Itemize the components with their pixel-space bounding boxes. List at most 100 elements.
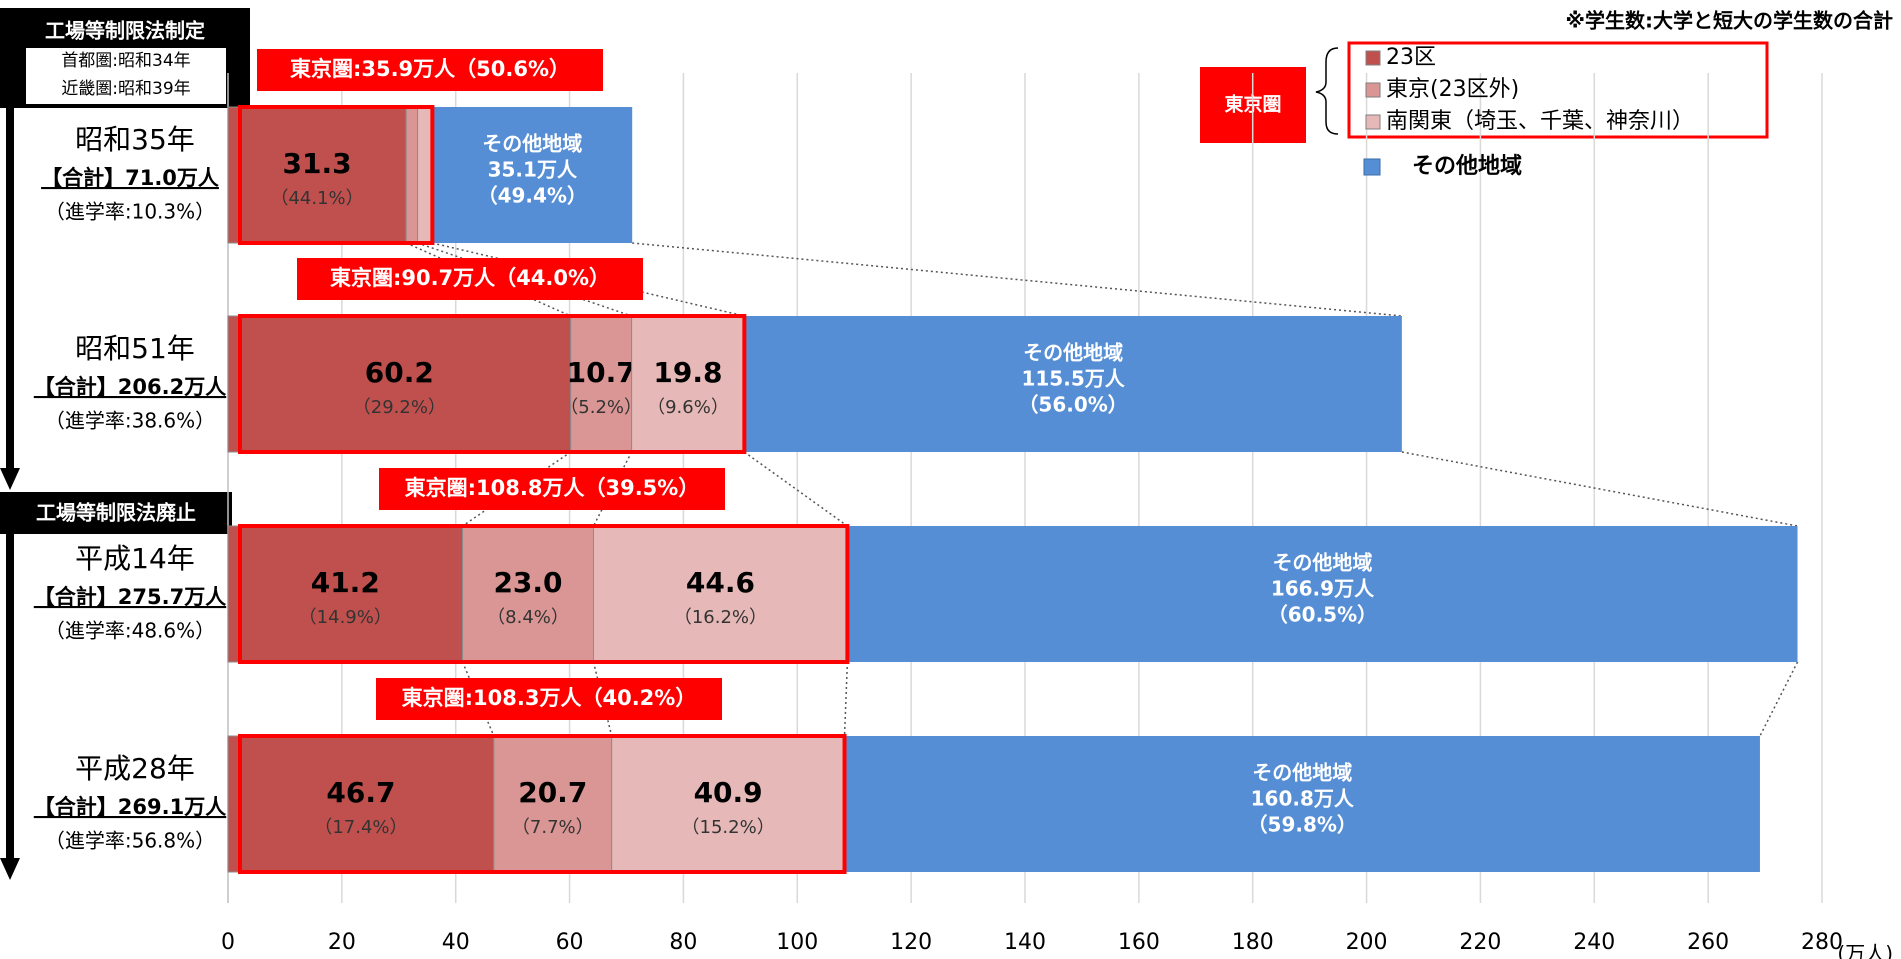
x-tick-label: 40 <box>442 930 470 955</box>
value-label: 44.6 <box>686 566 755 599</box>
connector <box>1401 451 1798 527</box>
x-tick-label: 240 <box>1573 930 1615 955</box>
value-label: 19.8 <box>653 356 722 389</box>
share-label: （15.2%） <box>682 817 775 838</box>
x-tick-label: 200 <box>1346 930 1388 955</box>
unit-label: (万人) <box>1837 942 1893 959</box>
value-label: 60.2 <box>365 356 434 389</box>
category-label: 昭和35年 <box>75 123 195 156</box>
tokyo-outline <box>238 105 435 245</box>
region-label: その他地域 <box>482 132 582 156</box>
total-label: 【合計】269.1万人 <box>34 795 226 819</box>
value-label: 10.7 <box>567 356 636 389</box>
share-label: （5.2%） <box>560 397 642 418</box>
bar-segment <box>227 315 572 453</box>
value-label: 160.8万人 <box>1251 787 1355 811</box>
value-label: 46.7 <box>326 776 395 809</box>
rate-label: （進学率:56.8%） <box>45 829 215 853</box>
share-label: （29.2%） <box>353 397 446 418</box>
note: ※学生数:大学と短大の学生数の合計 <box>1566 9 1893 33</box>
rate-label: （進学率:38.6%） <box>45 409 215 433</box>
category-label: 平成14年 <box>75 542 195 575</box>
category-label: 昭和51年 <box>75 332 195 365</box>
region-label: その他地域 <box>1252 761 1352 785</box>
bar-segment <box>744 316 1402 452</box>
rate-label: （進学率:48.6%） <box>45 619 215 643</box>
x-tick-label: 160 <box>1118 930 1160 955</box>
share-label: （8.4%） <box>487 607 569 628</box>
value-label: 166.9万人 <box>1271 577 1375 601</box>
bar-segment <box>405 106 419 244</box>
x-tick-label: 120 <box>890 930 932 955</box>
total-label: 【合計】206.2万人 <box>34 375 226 399</box>
region-label: その他地域 <box>1023 341 1123 365</box>
share-label: （16.2%） <box>674 607 767 628</box>
annotation: 工場等制限法廃止 <box>36 501 196 525</box>
bar-segment <box>227 735 495 873</box>
annotation: 工場等制限法制定 <box>45 19 205 43</box>
share-label: （44.1%） <box>270 188 363 209</box>
bar-segment <box>417 106 433 244</box>
bar-segment <box>611 735 846 873</box>
legend-label: その他地域 <box>1412 153 1522 179</box>
connector <box>743 451 848 527</box>
legend-swatch <box>1365 50 1381 66</box>
share-label: （17.4%） <box>314 817 407 838</box>
legend-swatch <box>1365 114 1381 130</box>
area-callout <box>257 49 603 91</box>
value-label: 115.5万人 <box>1021 367 1125 391</box>
share-label: （14.9%） <box>299 607 392 628</box>
area-callout <box>297 258 643 300</box>
x-tick-label: 100 <box>776 930 818 955</box>
x-tick-label: 20 <box>328 930 356 955</box>
bar-segment <box>570 315 633 453</box>
tokyo-outline <box>238 314 747 454</box>
connector <box>1759 661 1799 737</box>
legend-label: 南関東（埼玉、千葉、神奈川） <box>1386 109 1694 134</box>
area-label: 東京圏:108.3万人（40.2%） <box>402 686 697 710</box>
tokyo-outline <box>238 524 850 664</box>
x-tick-label: 60 <box>556 930 584 955</box>
value-label: 23.0 <box>493 566 562 599</box>
total-label: 【合計】71.0万人 <box>41 166 219 190</box>
region-label: その他地域 <box>1272 551 1372 575</box>
value-label: 31.3 <box>283 147 352 180</box>
share-label: （49.4%） <box>478 184 587 208</box>
brace <box>1315 47 1339 135</box>
arrow-head <box>0 858 20 880</box>
x-tick-label: 140 <box>1004 930 1046 955</box>
area-callout <box>379 468 725 510</box>
value-label: 35.1万人 <box>488 158 578 182</box>
x-tick-label: 0 <box>221 930 235 955</box>
total-label: 【合計】275.7万人 <box>34 585 226 609</box>
annotation: 首都圏:昭和34年 <box>61 51 190 71</box>
x-tick-label: 220 <box>1459 930 1501 955</box>
area-label: 東京圏:90.7万人（44.0%） <box>330 266 610 290</box>
area-callout <box>376 678 722 720</box>
x-tick-label: 260 <box>1687 930 1729 955</box>
value-label: 20.7 <box>518 776 587 809</box>
law-sub-box <box>26 48 226 104</box>
value-label: 41.2 <box>311 566 380 599</box>
connector <box>632 242 1402 317</box>
legend-swatch <box>1365 82 1381 98</box>
legend-frame <box>1347 41 1769 139</box>
share-label: （56.0%） <box>1018 393 1127 417</box>
x-tick-label: 80 <box>669 930 697 955</box>
bar-segment <box>847 526 1798 662</box>
share-label: （59.8%） <box>1248 813 1357 837</box>
share-label: （60.5%） <box>1268 603 1377 627</box>
value-label: 40.9 <box>694 776 763 809</box>
arrow-head <box>0 468 20 490</box>
legend-swatch <box>1363 158 1381 176</box>
area-label: 東京圏:108.8万人（39.5%） <box>405 476 700 500</box>
bar-segment <box>432 107 633 243</box>
rate-label: （進学率:10.3%） <box>45 200 215 224</box>
bar-segment <box>592 525 848 663</box>
share-label: （9.6%） <box>647 397 729 418</box>
bar-segment <box>631 315 745 453</box>
legend-label: 23区 <box>1386 45 1436 70</box>
area-label: 東京圏:35.9万人（50.6%） <box>290 57 570 81</box>
legend-label: 東京(23区外) <box>1386 77 1519 102</box>
